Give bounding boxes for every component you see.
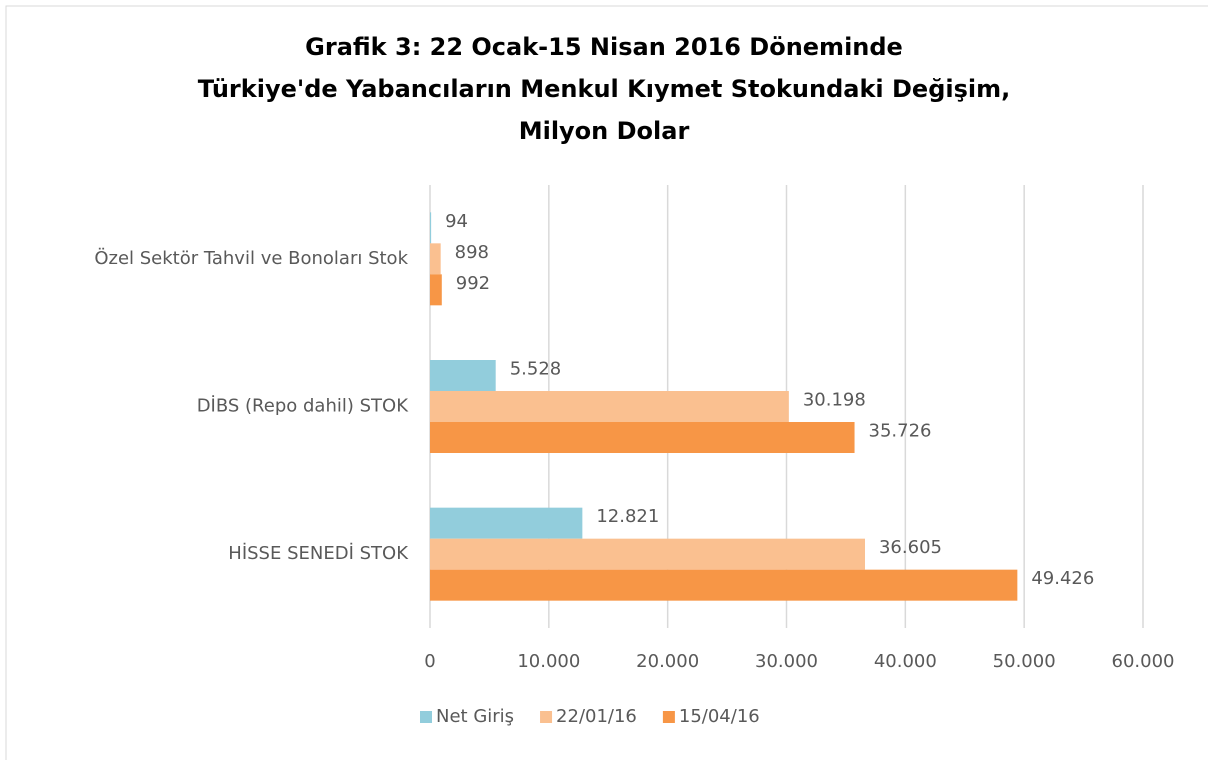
bar: [430, 569, 1018, 601]
bar: [430, 422, 855, 453]
x-tick-label: 30.000: [755, 651, 818, 672]
x-tick-label: 10.000: [517, 651, 580, 672]
y-tick-label: DİBS (Repo dahil) STOK: [197, 396, 410, 417]
legend-label: 22/01/16: [556, 706, 637, 727]
legend-label: 15/04/16: [679, 706, 760, 727]
x-tick-label: 60.000: [1112, 651, 1175, 672]
bar: [430, 538, 865, 570]
legend-label: Net Giriş: [436, 706, 514, 727]
data-label: 992: [456, 273, 490, 294]
chart-title: Milyon Dolar: [519, 117, 690, 145]
bar: [430, 507, 583, 539]
chart-border: [5, 5, 1208, 760]
bar: [430, 274, 442, 306]
legend-swatch: [540, 711, 553, 723]
chart-title: Türkiye'de Yabancıların Menkul Kıymet St…: [198, 75, 1010, 103]
x-tick-label: 20.000: [636, 651, 699, 672]
data-label: 36.605: [879, 537, 942, 558]
data-label: 49.426: [1031, 568, 1094, 589]
bar: [430, 243, 441, 275]
bar: [430, 391, 789, 422]
bar: [430, 212, 432, 244]
y-tick-label: HİSSE SENEDİ STOK: [228, 543, 409, 564]
data-label: 12.821: [596, 506, 659, 527]
bar: [430, 360, 496, 391]
y-tick-label: Özel Sektör Tahvil ve Bonoları Stok: [94, 247, 408, 269]
legend-swatch: [420, 711, 432, 723]
x-tick-label: 40.000: [874, 651, 937, 672]
legend-swatch: [662, 711, 675, 723]
data-label: 30.198: [803, 390, 866, 411]
x-tick-label: 0: [424, 651, 435, 672]
data-label: 35.726: [869, 421, 932, 442]
x-tick-label: 50.000: [993, 651, 1056, 672]
chart-title: Grafik 3: 22 Ocak-15 Nisan 2016 Dönemind…: [305, 33, 903, 61]
data-label: 898: [455, 242, 489, 263]
data-label: 5.528: [510, 359, 562, 380]
data-label: 94: [445, 211, 468, 232]
